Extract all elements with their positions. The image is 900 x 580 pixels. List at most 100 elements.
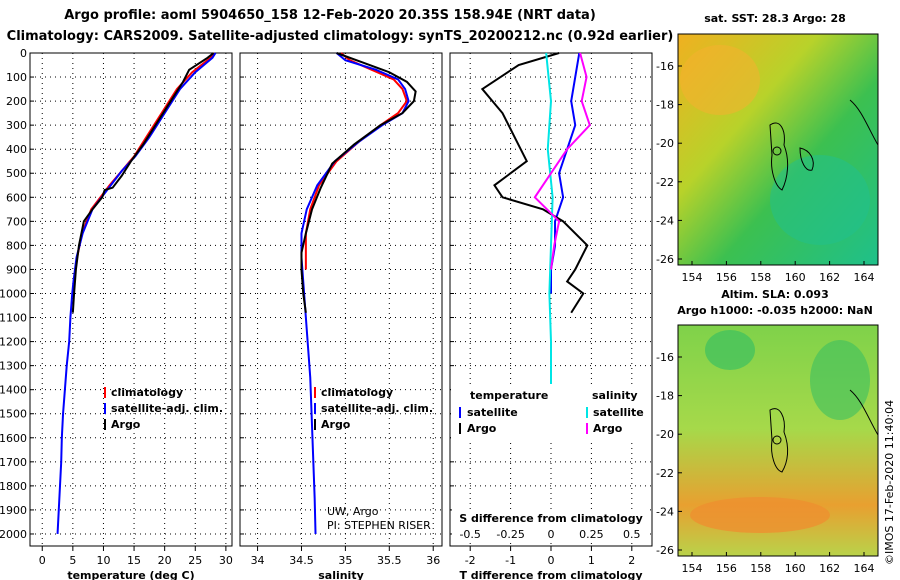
legend-label: satellite-adj. clim. (321, 402, 433, 415)
x-tick-label: 34 (251, 554, 265, 567)
sla-map-ticks: 154 156 158 160 162 164 -16 -18 -20 -22 -24 -26 (656, 351, 874, 575)
y-tick-label: 100 (6, 71, 27, 84)
x-axis-label: salinity (318, 569, 364, 580)
x-tick-label: 30 (219, 554, 233, 567)
map-x-tick-label: 158 (750, 271, 771, 284)
map-x-tick-label: 158 (750, 562, 771, 575)
legend-title-temperature: temperature (470, 389, 548, 402)
sla-low-patch-2 (810, 340, 870, 420)
series-line-climatology (73, 52, 216, 282)
x-tick-label: 1 (588, 554, 595, 567)
map-y-tick-label: -26 (656, 544, 674, 557)
legend-label: climatology (321, 386, 393, 399)
map-y-tick-label: -22 (656, 467, 674, 480)
sla-argo-location (772, 435, 782, 445)
sla-map-panel: Altim. SLA: 0.093 Argo h1000: -0.035 h20… (656, 288, 879, 575)
y-tick-label: 0 (20, 47, 27, 60)
x-tick-label: 5 (69, 554, 76, 567)
legend-label: Argo (111, 418, 141, 431)
map-y-tick-label: -24 (656, 214, 674, 227)
s-tick-label: -0.25 (496, 528, 524, 541)
x-axis-label: T difference from climatology (459, 569, 642, 580)
map-x-tick-label: 160 (785, 271, 806, 284)
map-y-tick-label: -16 (656, 351, 674, 364)
y-tick-label: 1200 (0, 336, 27, 349)
sla-map-title-2: Argo h1000: -0.035 h2000: NaN (677, 304, 873, 317)
y-tick-label: 1100 (0, 312, 27, 325)
sla-high-patch (690, 497, 830, 533)
temperature-panel: 0 5 10 15 20 25 300100200300400500600700800900… (0, 47, 233, 580)
y-tick-label: 1700 (0, 456, 27, 469)
y-tick-label: 1400 (0, 384, 27, 397)
map-x-tick-label: 164 (854, 271, 875, 284)
x-tick-label: 35.5 (377, 554, 402, 567)
legend-label: satellite (467, 406, 518, 419)
legend-label: Argo (321, 418, 351, 431)
s-tick-label: 0.5 (623, 528, 641, 541)
map-x-tick-label: 154 (682, 562, 703, 575)
x-tick-label: 20 (158, 554, 172, 567)
x-axis-label: temperature (deg C) (67, 569, 194, 580)
legend-label: Argo (467, 422, 497, 435)
map-x-tick-label: 160 (785, 562, 806, 575)
sst-coastline-islet (799, 147, 814, 171)
sst-map-title: sat. SST: 28.3 Argo: 28 (704, 12, 846, 25)
y-tick-label: 600 (6, 191, 27, 204)
x-tick-label: -1 (505, 554, 516, 567)
x-tick-label: 34.5 (289, 554, 314, 567)
x-tick-label: 36 (426, 554, 440, 567)
map-y-tick-label: -20 (656, 137, 674, 150)
y-tick-label: 1500 (0, 408, 27, 421)
salinity-panel: 34 34.5 35 35.5 36 salinity climatology satelli… (239, 52, 443, 580)
y-tick-label: 200 (6, 95, 27, 108)
y-tick-label: 300 (6, 119, 27, 132)
map-y-tick-label: -16 (656, 60, 674, 73)
sst-map-panel: sat. SST: 28.3 Argo: 28 154 156 158 160 162 1… (656, 12, 879, 284)
series-line-satellite-adj-clim- (56, 52, 217, 535)
map-x-tick-label: 162 (819, 562, 840, 575)
sst-cool-patch (770, 155, 870, 245)
y-tick-label: 1000 (0, 287, 27, 300)
legend-label: climatology (111, 386, 183, 399)
s-axis-label: S difference from climatology (459, 512, 643, 525)
sst-coastline-island (769, 122, 789, 191)
legend-background (451, 384, 651, 440)
series-line-s-argo (533, 52, 591, 270)
map-y-tick-label: -18 (656, 390, 674, 403)
legend-label: Argo (593, 422, 623, 435)
legend-label: satellite-adj. clim. (111, 402, 223, 415)
sst-argo-location (772, 146, 782, 156)
s-tick-label: 0 (548, 528, 555, 541)
map-x-tick-label: 156 (716, 271, 737, 284)
map-x-tick-label: 162 (819, 271, 840, 284)
legend-label: satellite (593, 406, 644, 419)
series-line-s-satellite (545, 52, 554, 426)
sla-coastline-island (769, 408, 789, 473)
sla-map-title-1: Altim. SLA: 0.093 (721, 288, 828, 301)
series-line-argo (71, 52, 215, 313)
x-tick-label: 2 (628, 554, 635, 567)
series-line-climatology (304, 52, 408, 270)
x-tick-label: 25 (188, 554, 202, 567)
y-tick-label: 2000 (0, 528, 27, 541)
map-x-tick-label: 156 (716, 562, 737, 575)
map-y-tick-label: -18 (656, 99, 674, 112)
sst-coastline-east (849, 99, 879, 146)
y-tick-label: 1800 (0, 480, 27, 493)
y-tick-label: 1900 (0, 504, 27, 517)
y-tick-label: 1300 (0, 360, 27, 373)
map-y-tick-label: -20 (656, 428, 674, 441)
figure-title-1: Argo profile: aoml 5904650_158 12-Feb-20… (64, 8, 596, 23)
x-tick-label: 0 (39, 554, 46, 567)
map-y-tick-label: -26 (656, 253, 674, 266)
y-tick-label: 500 (6, 167, 27, 180)
map-x-tick-label: 164 (854, 562, 875, 575)
legend-title-salinity: salinity (592, 389, 638, 402)
series-line-satellite-adj-clim- (300, 52, 410, 534)
top-axis-background (452, 509, 650, 543)
s-tick-label: 0.25 (579, 528, 604, 541)
x-tick-label: 35 (338, 554, 352, 567)
map-x-tick-label: 154 (682, 271, 703, 284)
y-tick-label: 700 (6, 215, 27, 228)
